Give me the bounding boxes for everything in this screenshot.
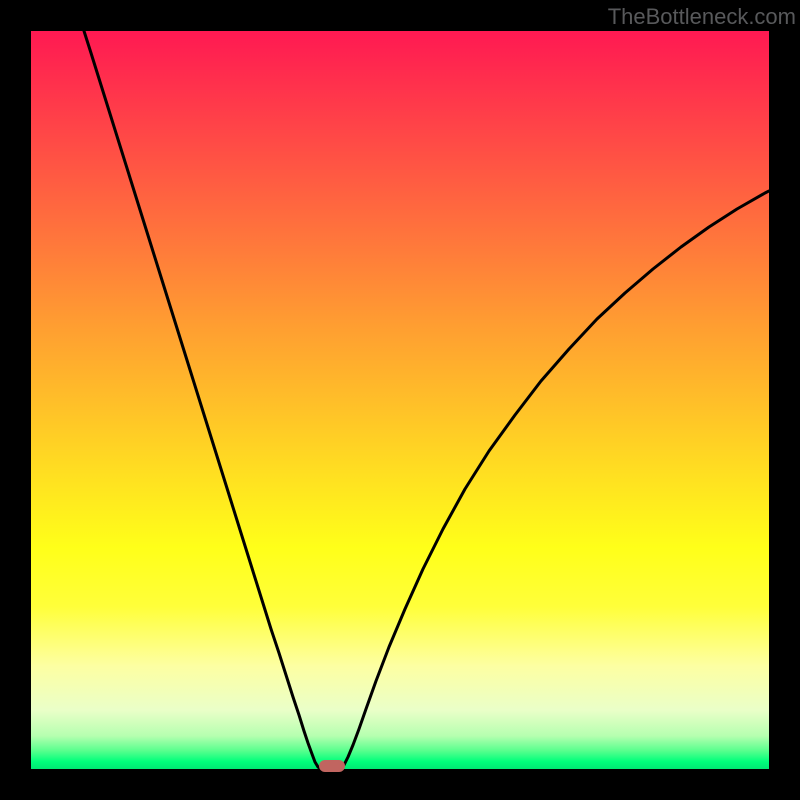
curve-left xyxy=(84,31,321,769)
optimum-marker xyxy=(319,760,345,772)
bottleneck-curve xyxy=(31,31,769,769)
plot-area xyxy=(31,31,769,769)
watermark-text: TheBottleneck.com xyxy=(608,4,796,30)
chart-frame: TheBottleneck.com xyxy=(0,0,800,800)
curve-right xyxy=(341,191,769,769)
